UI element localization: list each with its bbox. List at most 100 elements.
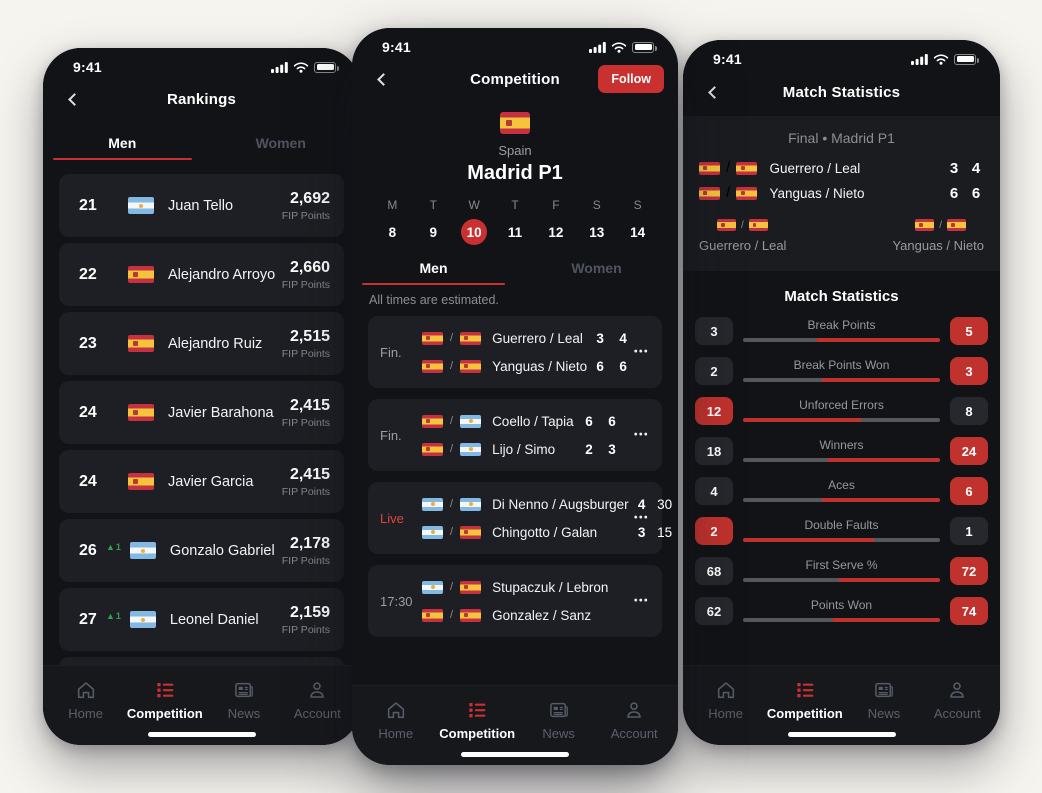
stat-value-right: 1 — [950, 517, 988, 545]
team-row: / Lijo / Simo 2 3 — [422, 442, 622, 457]
news-icon — [233, 679, 255, 701]
points-label: FIP Points — [281, 347, 330, 360]
nav-item-account[interactable]: Account — [602, 699, 666, 741]
ranking-row[interactable]: 26 ▲1 Gonzalo Gabriel 2,178 FIP Points — [59, 519, 344, 582]
ranking-row[interactable]: 27 ▲1 Leonel Daniel 2,159 FIP Points — [59, 588, 344, 651]
home-indicator[interactable] — [787, 732, 896, 737]
stat-bar — [743, 458, 940, 462]
tab-women[interactable]: Women — [202, 126, 361, 160]
tab-men[interactable]: Men — [352, 251, 515, 285]
competition-tabs: Men Women — [352, 251, 678, 285]
flag-es-icon — [699, 161, 720, 175]
flag-es-icon — [422, 442, 443, 456]
day-letter: S — [633, 198, 642, 212]
more-options-icon[interactable]: ••• — [633, 429, 649, 441]
nav-item-competition[interactable]: Competition — [127, 679, 203, 721]
tab-women[interactable]: Women — [515, 251, 678, 285]
status-time: 9:41 — [382, 39, 411, 55]
bar-right-segment — [838, 578, 940, 582]
flag-es-icon — [915, 219, 935, 231]
home-indicator[interactable] — [461, 752, 569, 757]
stat-value-left: 12 — [695, 397, 733, 425]
day-13[interactable]: S 13 — [576, 198, 617, 245]
day-number: 9 — [429, 224, 438, 240]
tab-men[interactable]: Men — [43, 126, 202, 160]
match-card[interactable]: Live / Di Nenno / Augsburger 4 30 / Chingotto … — [368, 482, 672, 554]
stat-middle: Double Faults — [743, 517, 940, 542]
player-name: Leonel Daniel — [169, 611, 259, 628]
more-options-icon[interactable]: ••• — [633, 512, 649, 524]
more-options-icon[interactable]: ••• — [633, 346, 649, 358]
points-value: 2,515 — [289, 327, 330, 345]
bar-left-segment — [743, 378, 822, 382]
day-letter: S — [592, 198, 601, 212]
status-bar: 9:41 — [352, 28, 678, 55]
stat-value-right: 5 — [950, 317, 988, 345]
match-teams: / Guerrero / Leal 3 4 / Yanguas / Nieto 6 6 — [422, 331, 633, 374]
match-card[interactable]: 17:30 / Stupaczuk / Lebron / Gonzalez / Sanz… — [368, 565, 662, 637]
result-panel: Final • Madrid P1 / Guerrero / Leal 3 4 / Yan… — [683, 116, 1000, 271]
page-title: Competition — [470, 70, 560, 88]
back-button[interactable] — [59, 86, 85, 112]
flag-ar-icon — [129, 542, 156, 559]
day-letter: T — [429, 198, 437, 212]
home-indicator[interactable] — [147, 732, 256, 737]
news-icon — [548, 699, 570, 721]
status-time: 9:41 — [713, 51, 742, 67]
flag-separator: / — [450, 609, 454, 621]
match-card[interactable]: Fin. / Coello / Tapia 6 6 / Lijo / Simo 2 3 ••• — [368, 399, 662, 471]
match-status: Fin. — [380, 344, 402, 360]
nav-item-account[interactable]: Account — [285, 679, 349, 721]
set-score: 3 — [949, 159, 959, 177]
back-button[interactable] — [699, 79, 725, 105]
phone-competition: 9:41 Competition Follow Spain Madrid P1 … — [352, 28, 678, 765]
nav-item-home[interactable]: Home — [54, 679, 118, 721]
nav-item-home[interactable]: Home — [364, 699, 428, 741]
stat-value-right: 74 — [950, 597, 988, 625]
points-value: 2,178 — [289, 534, 330, 552]
stat-row: 18 Winners 24 — [695, 437, 988, 465]
status-icons — [271, 61, 339, 73]
nav-item-competition[interactable]: Competition — [767, 679, 843, 721]
nav-item-news[interactable]: News — [852, 679, 916, 721]
match-card[interactable]: Fin. / Guerrero / Leal 3 4 / Yanguas / Nieto 6 6… — [368, 316, 662, 388]
day-10[interactable]: W 10 — [454, 198, 495, 245]
flag-es-icon — [128, 404, 154, 421]
nav-item-news[interactable]: News — [527, 699, 591, 741]
nav-item-competition[interactable]: Competition — [439, 699, 515, 741]
nav-item-account[interactable]: Account — [925, 679, 989, 721]
rankings-header: Rankings — [43, 78, 360, 120]
status-icons — [589, 41, 657, 53]
nav-item-home[interactable]: Home — [694, 679, 758, 721]
follow-button[interactable]: Follow — [598, 65, 664, 93]
day-12[interactable]: F 12 — [535, 198, 576, 245]
rank-number: 24 — [79, 472, 97, 490]
nav-label: Competition — [439, 726, 516, 741]
set-score: 3 — [596, 330, 604, 346]
ranking-row[interactable]: 21 Juan Tello 2,692 FIP Points — [59, 174, 344, 237]
flag-ar-icon — [460, 442, 482, 456]
day-14[interactable]: S 14 — [617, 198, 658, 245]
set-score: 4 — [637, 496, 646, 512]
back-button[interactable] — [368, 66, 394, 92]
ranking-row[interactable]: 23 Alejandro Ruiz 2,515 FIP Points — [59, 312, 344, 375]
cellular-signal-icon — [911, 53, 928, 65]
stat-row: 62 Points Won 74 — [695, 597, 988, 625]
flag-separator: / — [741, 219, 744, 231]
more-options-icon[interactable]: ••• — [633, 595, 649, 607]
ranking-row[interactable]: 24 Javier Garcia 2,415 FIP Points — [59, 450, 344, 513]
team-row: / Stupaczuk / Lebron — [422, 580, 622, 595]
bar-left-segment — [743, 418, 862, 422]
day-11[interactable]: T 11 — [495, 198, 536, 245]
nav-label: Home — [708, 706, 743, 721]
match-teams: / Di Nenno / Augsburger 4 30 / Chingotto / Ga… — [422, 497, 675, 540]
account-icon — [623, 699, 645, 721]
set-score: 6 — [596, 358, 604, 374]
ranking-row[interactable]: 24 Javier Barahona 2,415 FIP Points — [59, 381, 344, 444]
ranking-row[interactable]: 22 Alejandro Arroyo 2,660 FIP Points — [59, 243, 344, 306]
match-list: Fin. / Guerrero / Leal 3 4/Yanguas / Nieto 6 6… — [352, 316, 678, 637]
flag-es-icon — [748, 219, 768, 231]
nav-item-news[interactable]: News — [212, 679, 276, 721]
